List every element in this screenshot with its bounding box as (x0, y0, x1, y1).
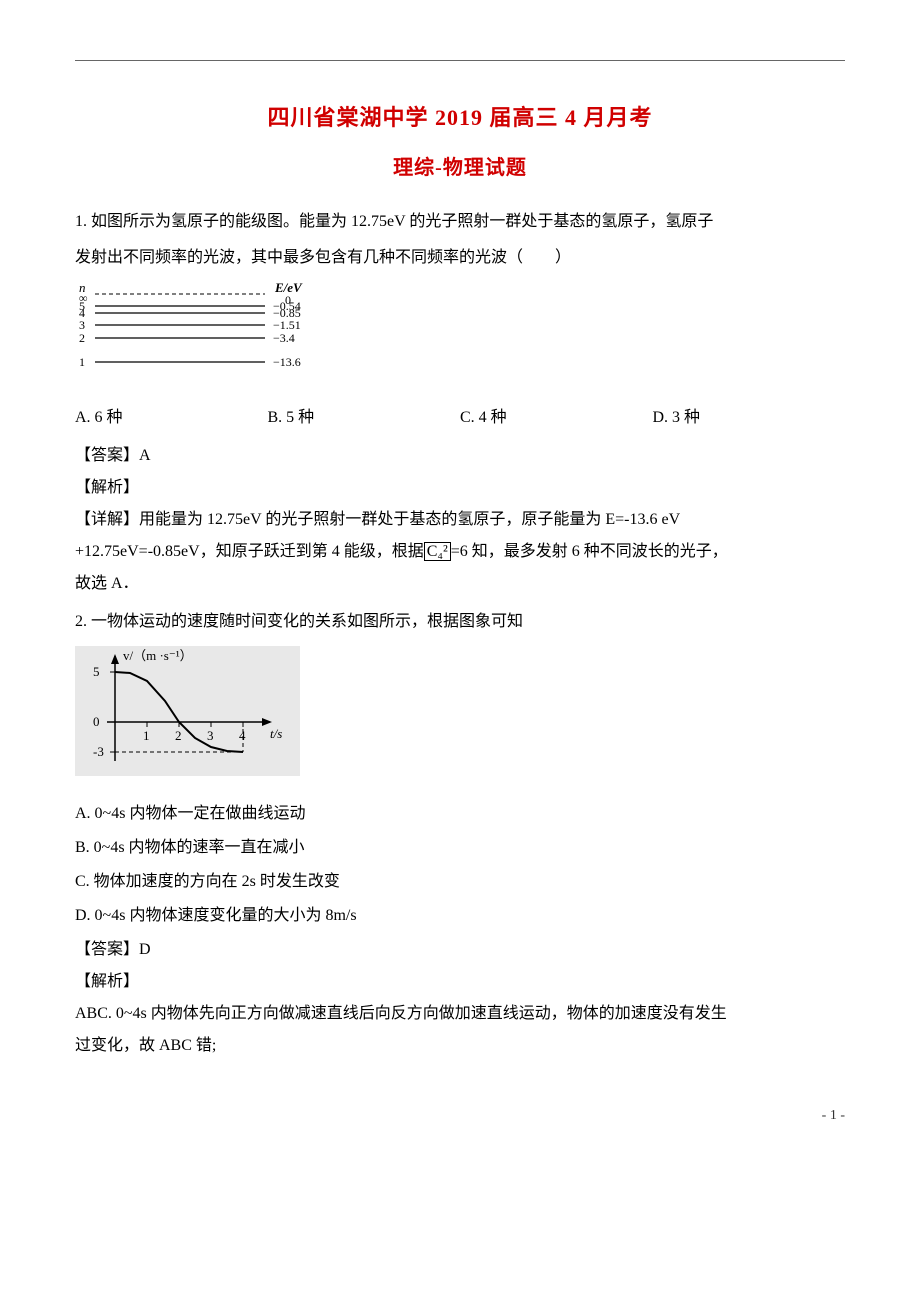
q2-abc-l1: ABC. 0~4s 内物体先向正方向做减速直线后向反方向做加速直线运动，物体的加… (75, 998, 845, 1030)
svg-text:5: 5 (93, 664, 100, 679)
svg-text:-3: -3 (93, 744, 104, 759)
q1-opt-d: D. 3 种 (653, 402, 846, 434)
svg-text:−13.6: −13.6 (273, 355, 301, 369)
combination-symbol: C₄² (424, 542, 451, 561)
q2-abc-l2: 过变化，故 ABC 错; (75, 1030, 845, 1062)
q1-detail-l3: 故选 A． (75, 568, 845, 600)
q2-opt-a: A. 0~4s 内物体一定在做曲线运动 (75, 798, 845, 830)
page-number: - 1 - (75, 1102, 845, 1130)
q1-detail-l2-pre: +12.75eV=-0.85eV，知原子跃迁到第 4 能级，根据 (75, 543, 424, 560)
q2-analysis-label: 【解析】 (75, 966, 845, 998)
q2-opt-b: B. 0~4s 内物体的速率一直在减小 (75, 832, 845, 864)
q2-opt-c: C. 物体加速度的方向在 2s 时发生改变 (75, 866, 845, 898)
exam-title: 四川省棠湖中学 2019 届高三 4 月月考 (75, 96, 845, 140)
q1-opt-c: C. 4 种 (460, 402, 653, 434)
svg-text:−3.4: −3.4 (273, 331, 295, 345)
q1-text-line2: 发射出不同频率的光波，其中最多包含有几种不同频率的光波（ ） (75, 242, 845, 274)
q1-analysis-label: 【解析】 (75, 472, 845, 504)
q1-opt-b: B. 5 种 (268, 402, 461, 434)
svg-text:2: 2 (175, 728, 182, 743)
q1-detail-l1: 【详解】用能量为 12.75eV 的光子照射一群处于基态的氢原子，原子能量为 E… (75, 504, 845, 536)
svg-text:0: 0 (93, 714, 100, 729)
exam-subtitle: 理综-物理试题 (75, 148, 845, 188)
q1-text-line1: 1. 如图所示为氢原子的能级图。能量为 12.75eV 的光子照射一群处于基态的… (75, 206, 845, 238)
q2-text: 2. 一物体运动的速度随时间变化的关系如图所示，根据图象可知 (75, 606, 845, 638)
q1-answer: 【答案】A (75, 440, 845, 472)
energy-level-diagram: n∞E/eV05−0.544−0.853−1.512−3.41−13.6 (75, 282, 845, 394)
top-rule (75, 60, 845, 61)
q1-detail-l2: +12.75eV=-0.85eV，知原子跃迁到第 4 能级，根据C₄²=6 知，… (75, 536, 845, 568)
svg-text:2: 2 (79, 331, 85, 345)
q2-answer: 【答案】D (75, 934, 845, 966)
svg-text:1: 1 (143, 728, 150, 743)
svg-text:1: 1 (79, 355, 85, 369)
q1-detail-l2-post: =6 知，最多发射 6 种不同波长的光子， (451, 543, 728, 560)
svg-text:−1.51: −1.51 (273, 318, 301, 332)
velocity-time-graph: v/（m ·s⁻¹）t/s50-31234 (75, 646, 845, 788)
q1-options: A. 6 种 B. 5 种 C. 4 种 D. 3 种 (75, 402, 845, 434)
svg-text:t/s: t/s (270, 726, 282, 741)
q1-opt-a: A. 6 种 (75, 402, 268, 434)
svg-text:3: 3 (79, 318, 85, 332)
svg-text:v/（m ·s⁻¹）: v/（m ·s⁻¹） (123, 648, 193, 663)
q2-opt-d: D. 0~4s 内物体速度变化量的大小为 8m/s (75, 900, 845, 932)
svg-text:3: 3 (207, 728, 214, 743)
